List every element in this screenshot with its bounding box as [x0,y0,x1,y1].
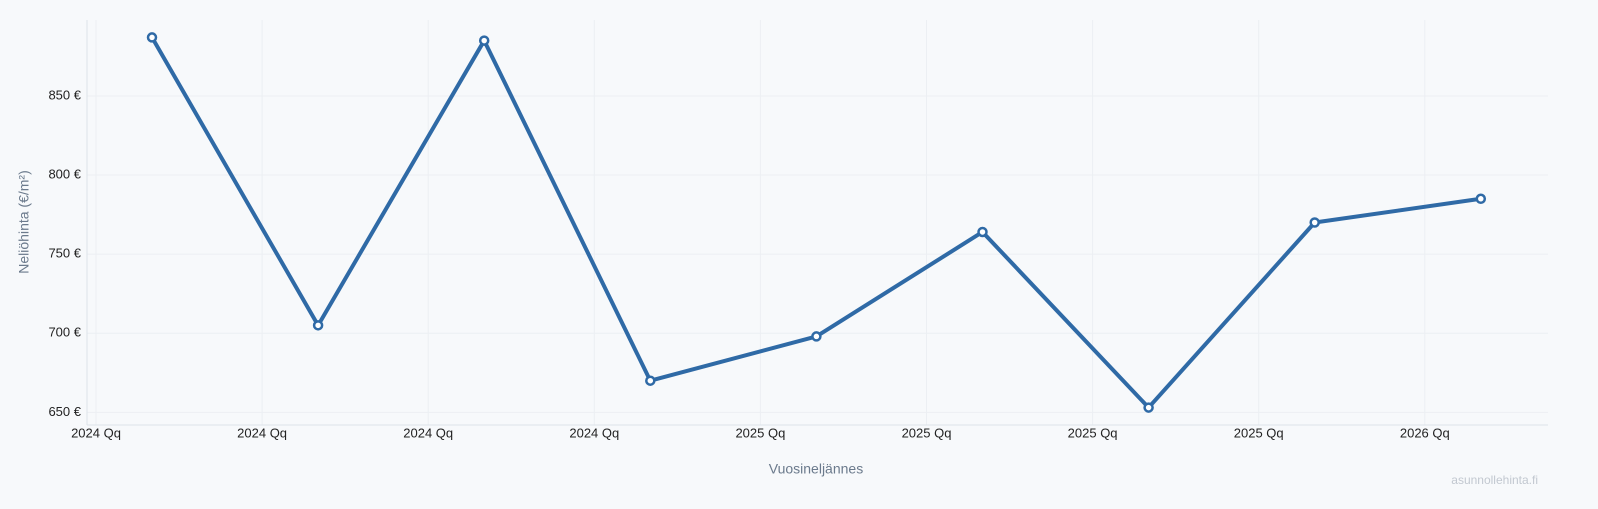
y-tick-label: 700 € [48,325,81,340]
x-tick-label: 2025 Qq [902,425,952,440]
point [312,320,324,331]
watermark: asunnollehinta.fi [1451,473,1538,487]
x-tick-label: 2025 Qq [1068,425,1118,440]
point [811,331,822,342]
point [478,35,490,46]
point [1309,217,1320,228]
x-tick-label: 2026 Qq [1400,425,1450,440]
y-axis-title: Neliöhinta (€/m²) [16,170,32,273]
x-tick-label: 2024 Qq [237,425,287,440]
y-tick-label: 750 € [48,246,81,261]
point [146,32,158,43]
point [1143,402,1154,413]
point [1475,193,1487,205]
x-tick-label: 2024 Qq [71,425,121,440]
x-tick-label: 2024 Qq [403,425,453,440]
point [977,226,988,238]
x-axis-title: Vuosineljännes [769,461,863,477]
x-tick-label: 2024 Qq [569,425,619,440]
line [150,36,1482,410]
x-tick-label: 2025 Qq [735,425,785,440]
point [645,375,656,386]
x-tick-label: 2025 Qq [1234,425,1284,440]
y-tick-label: 850 € [48,87,81,102]
y-tick-label: 800 € [48,166,81,181]
y-tick-label: 650 € [48,404,81,419]
